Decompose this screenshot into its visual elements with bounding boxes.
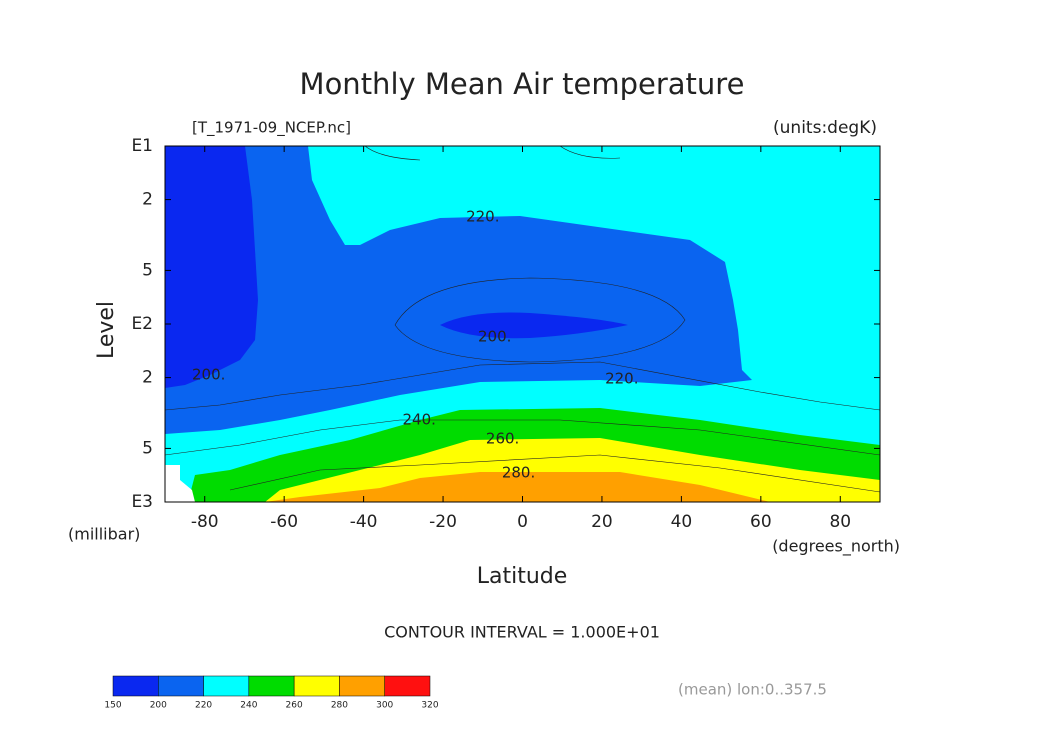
contour-label: 220. — [605, 370, 638, 388]
x-tick-label: -40 — [350, 512, 378, 532]
x-tick-label: 60 — [750, 512, 772, 532]
colorbar-label: 320 — [421, 701, 438, 711]
colorbar-label: 200 — [150, 701, 167, 711]
x-tick-label: 20 — [591, 512, 613, 532]
plot-frame — [164, 145, 881, 503]
y-tick-label: E2 — [131, 314, 153, 334]
contour-line — [164, 419, 881, 456]
y-tick-label: E3 — [131, 492, 153, 512]
colorbar-swatch — [203, 675, 250, 697]
subtitle-right: (units:degK) — [773, 118, 877, 138]
colorbar-label: 280 — [331, 701, 348, 711]
contour-label: 200. — [478, 327, 511, 345]
y-tick-label: 5 — [142, 260, 153, 280]
x-tick-label: -20 — [429, 512, 457, 532]
colorbar-label: 150 — [104, 701, 121, 711]
y-unit: (millibar) — [68, 525, 140, 544]
colorbar-label: 240 — [240, 701, 257, 711]
footer: CONTOUR INTERVAL = 1.000E+01 — [384, 623, 660, 642]
colorbar-label: 220 — [195, 701, 212, 711]
colorbar-swatch — [112, 675, 159, 697]
missing-data — [165, 465, 195, 502]
contour-fill — [165, 146, 752, 434]
y-axis-label: Level — [94, 301, 119, 359]
chart-title: Monthly Mean Air temperature — [300, 67, 745, 101]
colorbar-swatch — [293, 675, 340, 697]
x-tick-label: -60 — [270, 512, 298, 532]
x-unit: (degrees_north) — [772, 537, 900, 557]
x-tick-label: 0 — [517, 512, 528, 532]
contour-line — [364, 145, 621, 161]
colorbar-label: 300 — [376, 701, 393, 711]
x-tick-label: 80 — [829, 512, 851, 532]
colorbar-label: 260 — [286, 701, 303, 711]
y-tick-label: 5 — [142, 438, 153, 458]
contour-label: 260. — [486, 430, 519, 448]
colorbar-swatch — [384, 675, 431, 697]
colorbar-swatch — [158, 675, 204, 697]
y-tick-label: 2 — [142, 190, 153, 210]
y-tick-label: E1 — [131, 136, 153, 156]
y-tick-label: 2 — [142, 368, 153, 388]
contour-fill — [440, 312, 628, 339]
contour-fill — [165, 146, 258, 388]
contour-label: 200. — [192, 366, 225, 384]
contour-label: 220. — [466, 207, 499, 225]
contour-label: 240. — [403, 410, 436, 428]
contour-label: 280. — [502, 463, 535, 481]
x-axis-label: Latitude — [477, 564, 568, 589]
note: (mean) lon:0..357.5 — [678, 681, 827, 699]
x-tick-label: 40 — [671, 512, 693, 532]
contour-line — [229, 454, 881, 493]
contour-line — [164, 361, 881, 411]
x-tick-label: -80 — [191, 512, 219, 532]
subtitle-left: [T_1971-09_NCEP.nc] — [192, 119, 351, 138]
plot-area — [164, 145, 881, 502]
colorbar-swatch — [248, 675, 295, 697]
contour-fill — [265, 472, 770, 502]
colorbar-swatch — [339, 675, 385, 697]
contour-line — [394, 277, 686, 363]
